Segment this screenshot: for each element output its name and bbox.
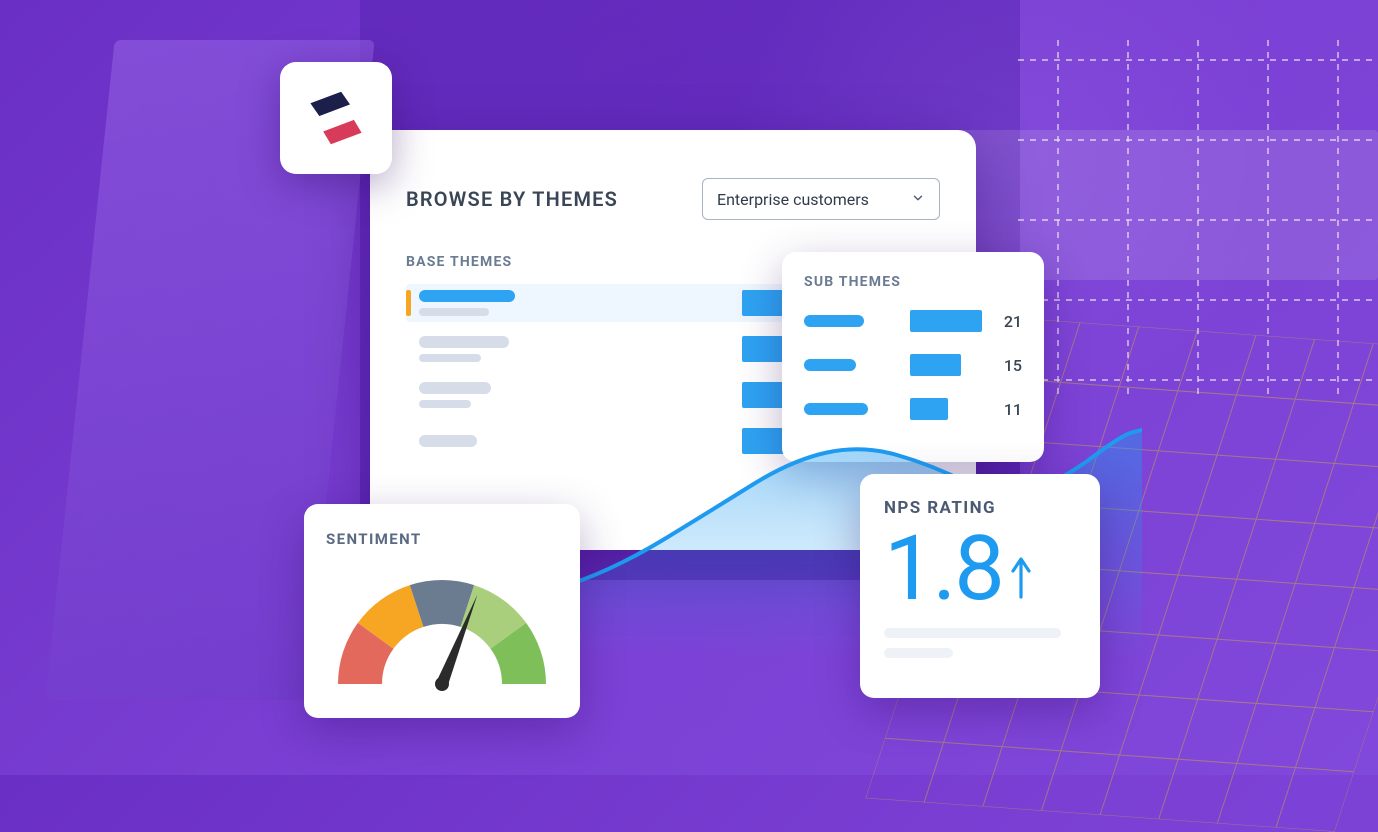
theme-label-placeholder <box>419 336 509 348</box>
sub-theme-bar <box>910 398 982 420</box>
theme-label-placeholder <box>419 435 477 447</box>
nps-placeholder-bar <box>884 648 953 658</box>
selected-indicator <box>406 290 411 316</box>
sub-theme-bar <box>910 354 982 376</box>
theme-label-placeholder <box>419 382 491 394</box>
nps-placeholder-bar <box>884 628 1061 638</box>
nps-placeholder-bars <box>884 628 1076 658</box>
sub-theme-row[interactable]: 11 <box>804 392 1022 426</box>
theme-sublabel-placeholder <box>419 308 489 316</box>
theme-sublabel-placeholder <box>419 400 471 408</box>
sub-theme-label-placeholder <box>804 359 856 371</box>
sub-themes-title: SUB THEMES <box>804 274 1022 290</box>
segment-dropdown-value: Enterprise customers <box>717 190 869 209</box>
sub-themes-card: SUB THEMES 21 15 11 <box>782 252 1044 462</box>
sub-theme-label-placeholder <box>804 315 864 327</box>
nps-value: 1.8 <box>884 524 1003 614</box>
sentiment-title: SENTIMENT <box>326 530 558 548</box>
nps-card: NPS RATING 1.8 <box>860 474 1100 698</box>
segment-dropdown[interactable]: Enterprise customers <box>702 178 940 220</box>
theme-sublabel-placeholder <box>419 354 481 362</box>
arrow-up-icon <box>1009 555 1033 603</box>
sub-themes-list: 21 15 11 <box>804 304 1022 426</box>
sub-theme-row[interactable]: 21 <box>804 304 1022 338</box>
sub-theme-row[interactable]: 15 <box>804 348 1022 382</box>
sub-theme-value: 11 <box>994 400 1022 419</box>
themes-title: BROWSE BY THEMES <box>406 187 618 211</box>
sub-theme-label-placeholder <box>804 403 868 415</box>
sentiment-card: SENTIMENT <box>304 504 580 718</box>
gauge-hub <box>435 677 449 691</box>
sub-theme-bar <box>910 310 982 332</box>
app-logo-tile <box>280 62 392 174</box>
sentiment-gauge <box>326 556 558 696</box>
nps-title: NPS RATING <box>884 498 1076 518</box>
sub-theme-value: 15 <box>994 356 1022 375</box>
app-logo-icon <box>304 89 368 147</box>
chevron-down-icon <box>911 190 925 209</box>
theme-label-placeholder <box>419 290 515 302</box>
sub-theme-value: 21 <box>994 312 1022 331</box>
